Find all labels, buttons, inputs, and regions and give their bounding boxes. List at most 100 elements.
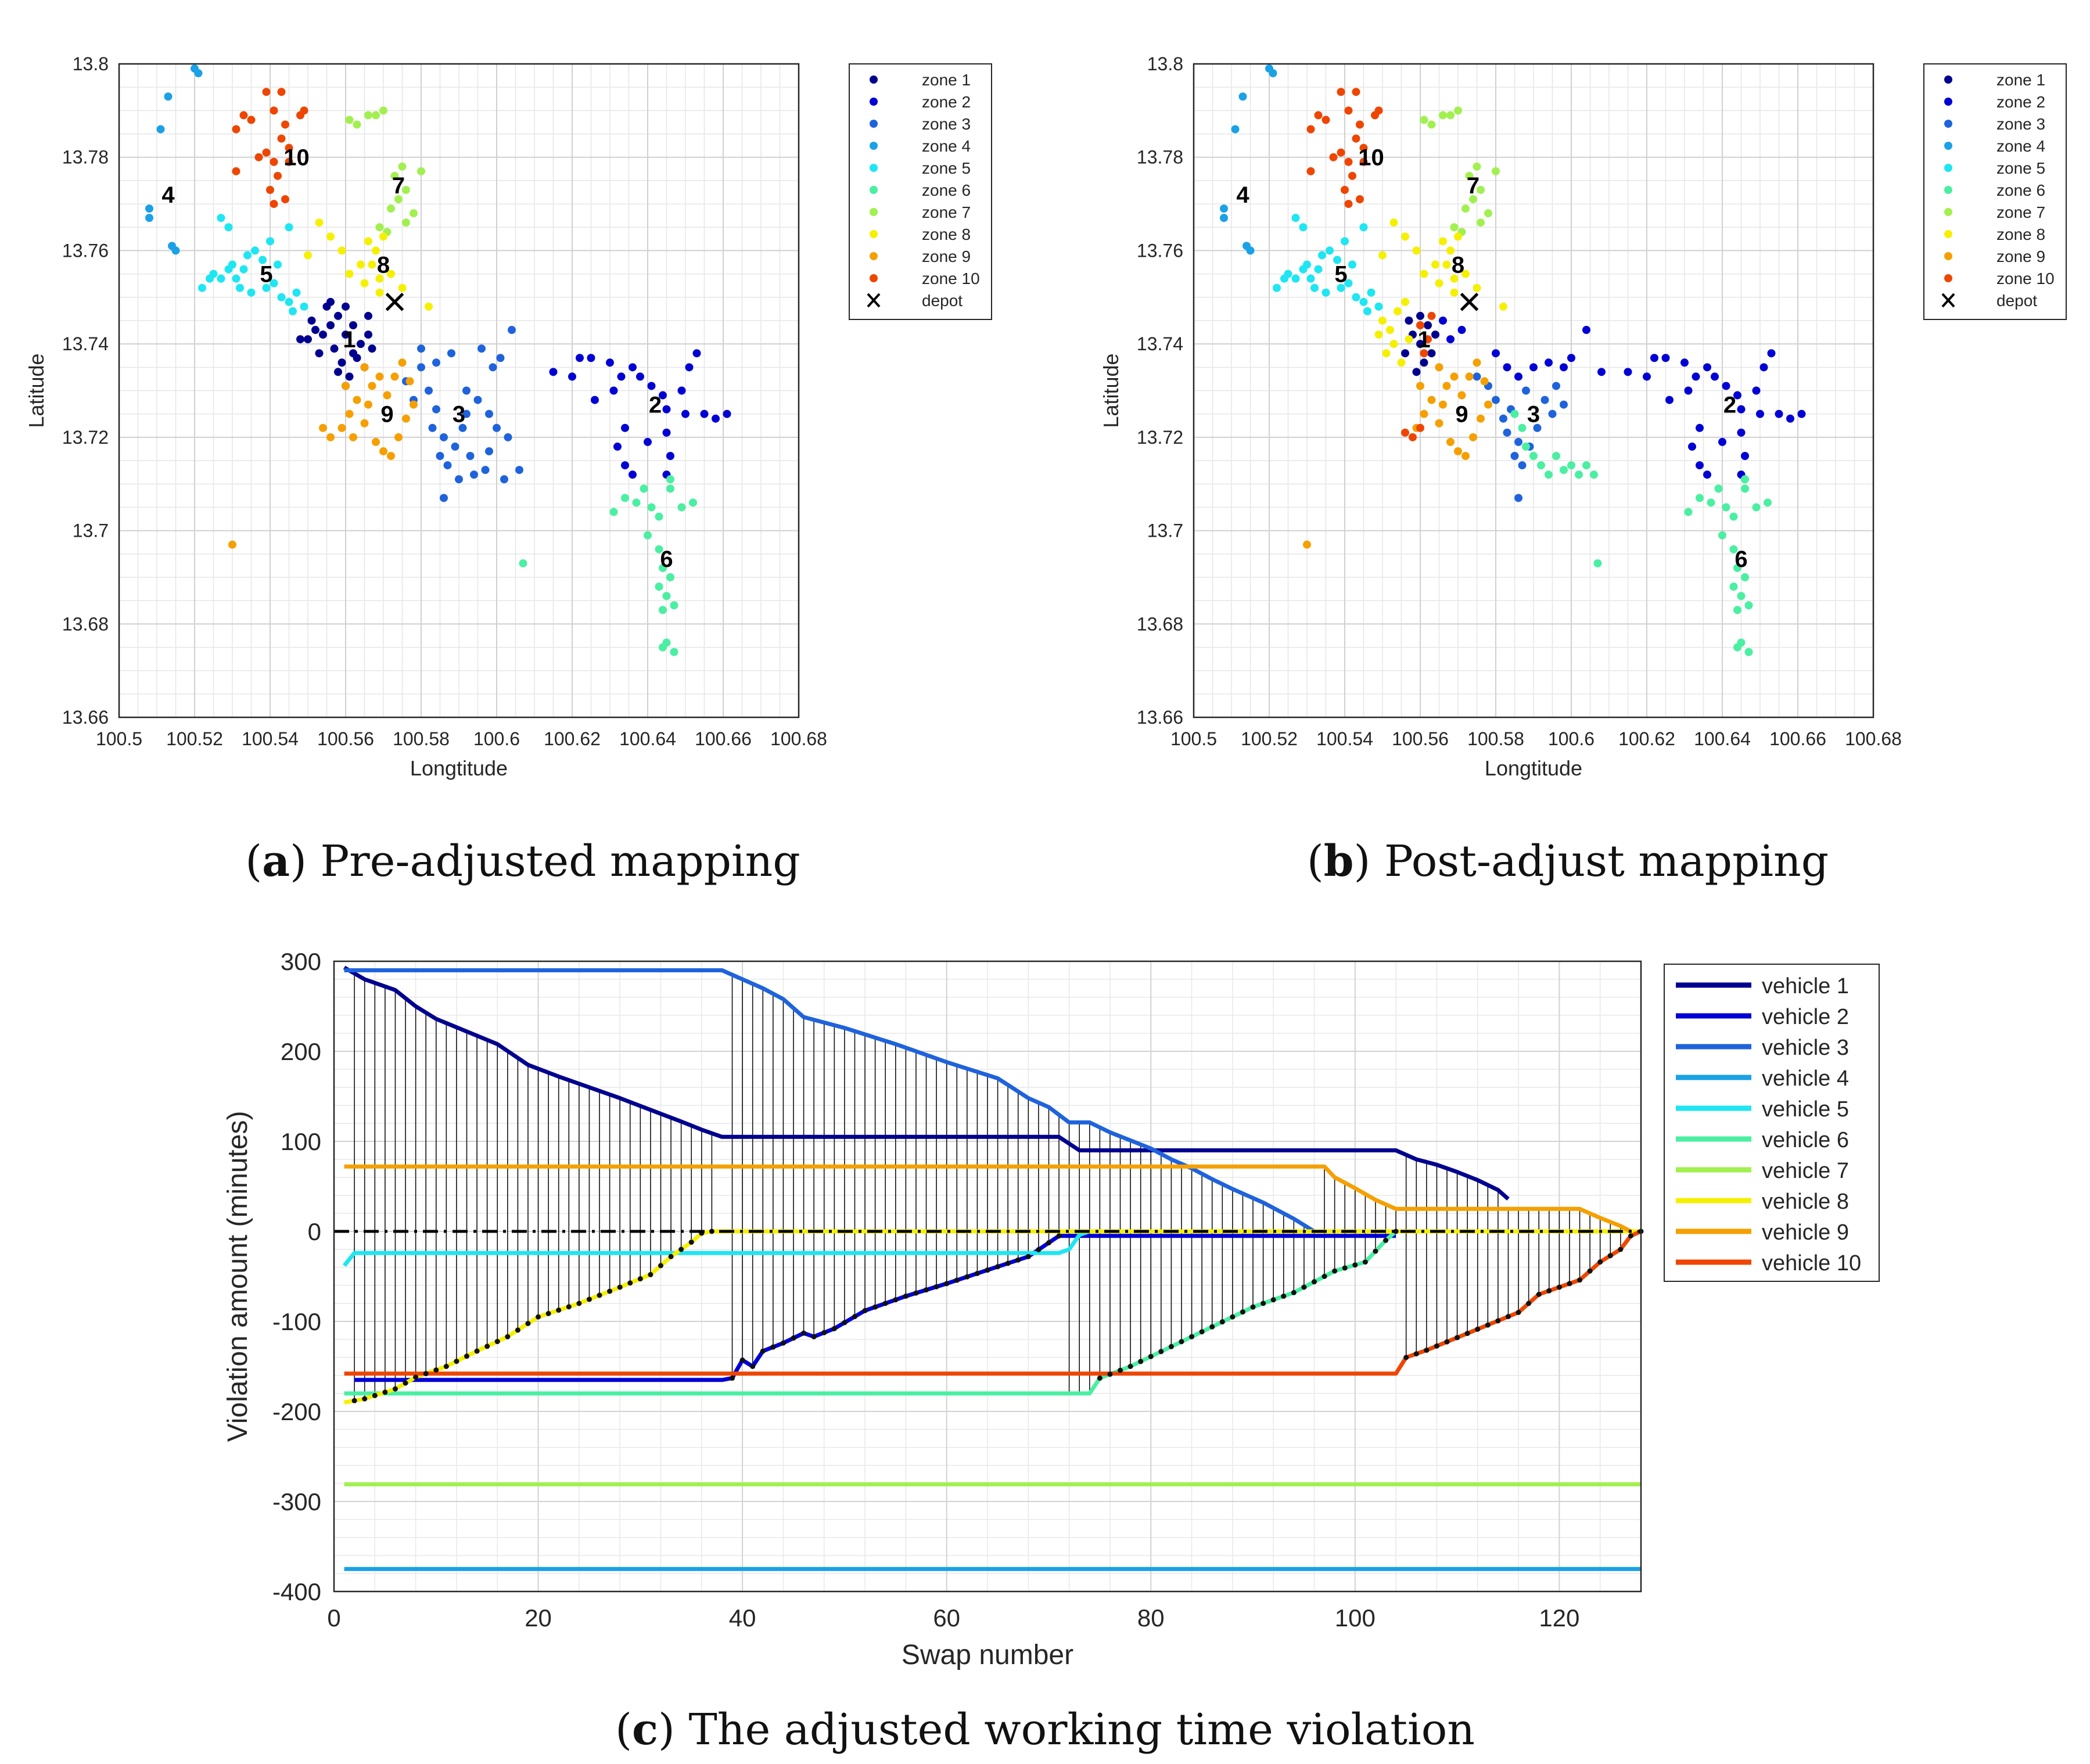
x-tick-label: 100.5	[96, 728, 142, 749]
data-point	[368, 382, 376, 390]
legend-marker	[870, 274, 878, 282]
data-point	[326, 297, 335, 306]
data-point	[1484, 400, 1492, 409]
data-point	[1582, 326, 1590, 335]
data-point	[270, 279, 278, 288]
plot-frame	[118, 63, 800, 718]
x-tick-label: 40	[729, 1604, 756, 1632]
data-point	[647, 382, 656, 390]
data-point	[258, 256, 267, 264]
data-point	[473, 396, 482, 404]
data-point	[1477, 414, 1485, 423]
data-point	[447, 349, 455, 358]
data-point	[349, 433, 357, 441]
legend-entry: zone 9	[922, 247, 971, 265]
swap-marker	[893, 1297, 899, 1303]
data-point	[1299, 223, 1308, 232]
data-point	[1356, 120, 1364, 129]
swap-marker	[617, 1284, 623, 1290]
data-point	[1775, 409, 1783, 418]
data-point	[1545, 470, 1553, 479]
data-point	[436, 452, 444, 460]
data-point	[1461, 204, 1470, 213]
y-axis-label: Latitude	[24, 353, 48, 427]
swap-marker	[1434, 1343, 1439, 1349]
data-point	[1374, 330, 1383, 339]
data-point	[681, 409, 690, 418]
data-point	[191, 64, 199, 73]
data-point	[1378, 316, 1387, 325]
data-point	[1492, 396, 1500, 404]
x-tick-label: 100.58	[393, 728, 450, 749]
series-zone-2	[549, 349, 731, 479]
data-point	[1405, 316, 1413, 325]
legend-entry: vehicle 9	[1762, 1220, 1849, 1245]
data-point	[1714, 484, 1723, 493]
swap-marker	[1005, 1260, 1011, 1266]
x-tick-label: 100.68	[1845, 728, 1902, 749]
data-point	[311, 326, 319, 335]
swap-marker	[1618, 1246, 1624, 1252]
data-point	[1692, 372, 1700, 381]
data-point	[217, 214, 225, 222]
swap-marker	[1168, 1343, 1174, 1349]
data-point	[1412, 368, 1421, 376]
swap-marker	[1485, 1322, 1491, 1328]
swap-marker	[1607, 1253, 1613, 1259]
data-point	[666, 573, 674, 581]
data-point	[621, 461, 629, 470]
data-point	[1416, 423, 1424, 432]
data-point	[357, 260, 365, 269]
data-point	[1518, 423, 1527, 432]
swap-marker	[1138, 1359, 1144, 1364]
data-point	[1314, 265, 1323, 274]
data-point	[315, 218, 324, 227]
data-point	[1439, 111, 1447, 120]
data-point	[481, 466, 490, 475]
data-point	[1503, 428, 1511, 437]
data-point	[659, 643, 667, 652]
data-point	[1684, 508, 1693, 516]
swap-marker	[658, 1263, 663, 1269]
data-point	[1326, 246, 1334, 255]
data-point	[1439, 400, 1447, 409]
data-point	[368, 260, 376, 269]
data-point	[1575, 470, 1583, 479]
swap-marker	[842, 1320, 848, 1325]
zone-label: 7	[392, 173, 405, 199]
legend-entry: zone 2	[922, 93, 971, 111]
data-point	[640, 484, 648, 493]
data-point	[1582, 461, 1590, 470]
data-point	[342, 382, 350, 390]
data-point	[398, 283, 407, 292]
data-point	[1359, 297, 1368, 306]
legend-marker	[870, 230, 878, 238]
y-tick-label: 100	[281, 1128, 321, 1155]
legend-marker	[1944, 208, 1952, 216]
swap-marker	[964, 1274, 970, 1280]
data-point	[519, 559, 527, 567]
swap-marker	[852, 1314, 857, 1320]
data-point	[1733, 563, 1741, 572]
data-point	[364, 400, 372, 409]
data-point	[1265, 64, 1273, 73]
data-point	[1737, 405, 1746, 414]
data-point	[1314, 111, 1323, 120]
data-point	[402, 185, 410, 194]
x-tick-label: 100.64	[619, 728, 676, 749]
data-point	[1540, 396, 1549, 404]
swap-marker	[831, 1325, 837, 1331]
data-point	[1409, 433, 1417, 441]
y-tick-label: 300	[281, 948, 321, 975]
data-point	[632, 498, 641, 507]
data-point	[629, 470, 637, 479]
data-point	[1624, 368, 1632, 376]
swap-marker	[1046, 1240, 1051, 1246]
data-point	[1733, 606, 1741, 615]
x-tick-label: 100.62	[544, 728, 601, 749]
data-point	[1427, 349, 1436, 358]
legend-marker	[870, 252, 878, 260]
data-point	[353, 120, 361, 129]
swap-marker	[1424, 1348, 1430, 1353]
data-point	[440, 433, 448, 441]
